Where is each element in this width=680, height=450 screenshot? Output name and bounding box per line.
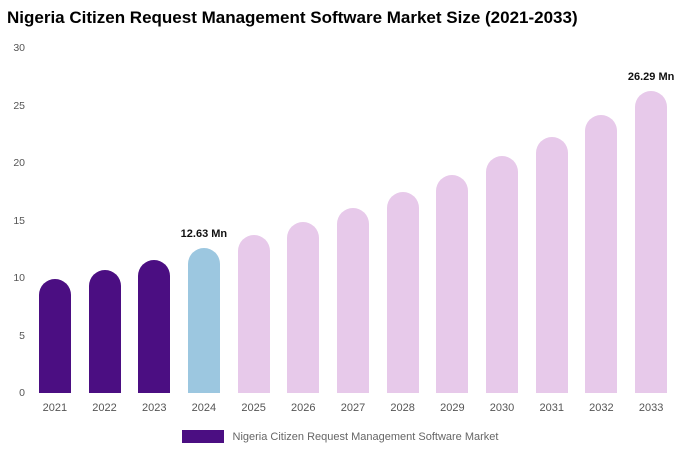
bar-column-2032: 2032 (577, 48, 627, 414)
legend: Nigeria Citizen Request Management Softw… (0, 430, 680, 443)
plot-area: 2021 2022 2023 12.63 Mn 2024 2025 2026 2027 2028… (30, 48, 676, 414)
y-axis: 0 5 10 15 20 25 30 (4, 42, 28, 399)
x-axis-label-2026: 2026 (291, 402, 316, 414)
bar-2030 (486, 156, 519, 393)
x-axis-label-2027: 2027 (340, 402, 366, 414)
y-axis-tick-15: 15 (13, 214, 25, 227)
bar-chart: 0 5 10 15 20 25 30 2021 2022 2023 12.63 Mn 2024 202… (4, 42, 678, 414)
bar-column-2028: 2028 (378, 48, 428, 414)
bar-column-2024: 12.63 Mn 2024 (179, 48, 229, 414)
bar-column-2023: 2023 (129, 48, 179, 414)
y-axis-tick-0: 0 (19, 387, 25, 399)
x-axis-label-2024: 2024 (191, 402, 217, 414)
bar-column-2033: 26.29 Mn 2033 (626, 48, 676, 414)
y-axis-tick-20: 20 (13, 157, 25, 169)
bar-2032 (585, 114, 618, 393)
bar-2026 (287, 221, 320, 393)
bar-2028 (386, 191, 419, 393)
bar-column-2027: 2027 (328, 48, 378, 414)
bar-column-2026: 2026 (278, 48, 328, 414)
bar-2027 (336, 207, 369, 393)
x-axis-label-2023: 2023 (141, 402, 167, 414)
bar-column-2029: 2029 (428, 48, 478, 414)
x-axis-label-2033: 2033 (638, 402, 664, 414)
bar-2033 (635, 90, 668, 393)
legend-label: Nigeria Citizen Request Management Softw… (232, 430, 499, 443)
x-axis-label-2029: 2029 (440, 402, 465, 414)
y-axis-tick-25: 25 (13, 99, 25, 112)
bar-2021 (38, 279, 71, 393)
y-axis-tick-5: 5 (19, 329, 25, 342)
bar-column-2030: 2030 (477, 48, 527, 414)
x-axis-label-2021: 2021 (42, 402, 68, 414)
bar-2025 (237, 235, 270, 393)
bar-value-label-2033: 26.29 Mn (627, 70, 675, 83)
bar-column-2025: 2025 (229, 48, 279, 414)
x-axis-label-2032: 2032 (589, 402, 614, 414)
bar-2022 (88, 270, 121, 393)
bar-2031 (535, 136, 568, 393)
x-axis-label-2028: 2028 (390, 402, 415, 414)
legend-swatch (181, 430, 224, 443)
y-axis-tick-10: 10 (13, 272, 25, 284)
chart-title: Nigeria Citizen Request Management Softw… (7, 8, 578, 27)
bar-column-2031: 2031 (527, 48, 577, 414)
x-axis-label-2030: 2030 (489, 402, 515, 414)
bar-2023 (138, 259, 171, 393)
bar-value-label-2024: 12.63 Mn (180, 227, 228, 240)
y-axis-tick-30: 30 (13, 42, 25, 54)
bar-2029 (436, 174, 469, 393)
bar-2024 (187, 247, 220, 393)
x-axis-label-2022: 2022 (92, 402, 117, 414)
bar-column-2021: 2021 (30, 48, 80, 414)
x-axis-label-2031: 2031 (539, 402, 564, 414)
x-axis-label-2025: 2025 (241, 402, 266, 414)
bar-column-2022: 2022 (80, 48, 130, 414)
